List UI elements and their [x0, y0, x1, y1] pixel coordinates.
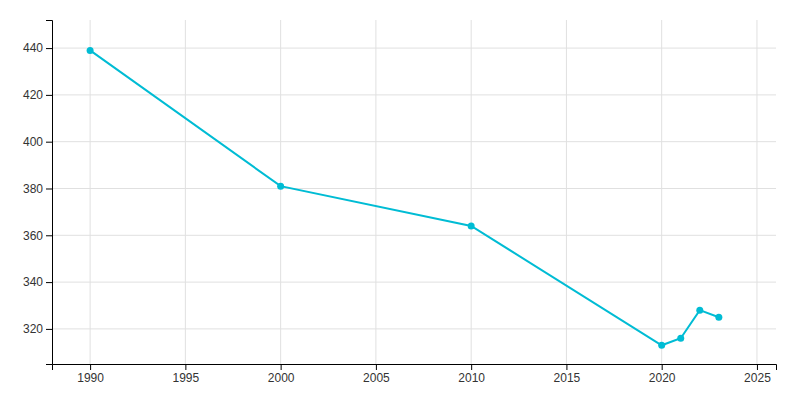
x-axis: 1990 1995 2000 2005 2010 2015 2020 2025	[53, 364, 777, 385]
tick: 2015	[554, 364, 581, 385]
grid-line-x	[471, 20, 472, 364]
tick-mark	[662, 364, 663, 370]
tick: 340	[23, 275, 52, 289]
tick-label: 400	[23, 135, 43, 149]
axis-line	[46, 21, 53, 365]
tick: 420	[23, 88, 52, 102]
tick: 440	[23, 41, 52, 55]
point	[715, 314, 722, 321]
tick-label: 440	[23, 41, 43, 55]
tick-label: 320	[23, 322, 43, 336]
tick-mark	[46, 142, 52, 143]
point	[677, 335, 684, 342]
tick: 320	[23, 322, 52, 336]
grid-line-x	[185, 20, 186, 364]
tick-mark	[757, 364, 758, 370]
axis-line	[53, 365, 777, 371]
grid-line-x	[566, 20, 567, 364]
marks	[87, 47, 723, 349]
point	[277, 183, 284, 190]
tick-mark	[46, 235, 52, 236]
point	[468, 222, 475, 229]
tick-label: 340	[23, 275, 43, 289]
tick-mark	[46, 48, 52, 49]
tick-label: 1990	[77, 371, 104, 385]
point	[87, 47, 94, 54]
tick-label: 1995	[173, 371, 200, 385]
tick-label: 2025	[744, 371, 771, 385]
tick-label: 420	[23, 88, 43, 102]
tick-mark	[566, 364, 567, 370]
tick-label: 2005	[363, 371, 390, 385]
tick: 2005	[363, 364, 390, 385]
grid-line-y	[52, 48, 776, 49]
grid-line-y	[52, 188, 776, 189]
tick-mark	[90, 364, 91, 370]
tick-mark	[46, 95, 52, 96]
tick-mark	[46, 329, 52, 330]
tick: 380	[23, 182, 52, 196]
tick-label: 2000	[268, 371, 295, 385]
tick-mark	[46, 188, 52, 189]
tick: 1995	[173, 364, 200, 385]
tick: 360	[23, 229, 52, 243]
grid	[52, 20, 776, 364]
tick-mark	[376, 364, 377, 370]
tick: 2025	[744, 364, 771, 385]
grid-line-y	[52, 235, 776, 236]
grid-line-x	[375, 20, 376, 364]
tick-label: 2010	[458, 371, 485, 385]
tick-mark	[471, 364, 472, 370]
tick-label: 2020	[649, 371, 676, 385]
tick-label: 2015	[554, 371, 581, 385]
tick: 2020	[649, 364, 676, 385]
point	[696, 307, 703, 314]
point	[658, 342, 665, 349]
grid-line-y	[52, 94, 776, 95]
tick-mark	[281, 364, 282, 370]
y-axis: 320 340 360 380 400 420 440	[23, 21, 53, 365]
tick-mark	[46, 282, 52, 283]
tick-label: 360	[23, 229, 43, 243]
tick: 2000	[268, 364, 295, 385]
grid-line-y	[52, 141, 776, 142]
grid-line-x	[280, 20, 281, 364]
grid-line-x	[756, 20, 757, 364]
grid-line-x	[90, 20, 91, 364]
chart: 1990 1995 2000 2005 2010 2015 2020 2025 320 340 36…	[0, 0, 800, 400]
tick: 400	[23, 135, 52, 149]
grid-line-y	[52, 282, 776, 283]
tick-mark	[185, 364, 186, 370]
tick: 1990	[77, 364, 104, 385]
grid-line-x	[661, 20, 662, 364]
grid-line-y	[52, 328, 776, 329]
plot: 1990 1995 2000 2005 2010 2015 2020 2025 320 340 36…	[23, 20, 777, 385]
tick: 2010	[458, 364, 485, 385]
tick-label: 380	[23, 182, 43, 196]
line	[90, 50, 719, 345]
